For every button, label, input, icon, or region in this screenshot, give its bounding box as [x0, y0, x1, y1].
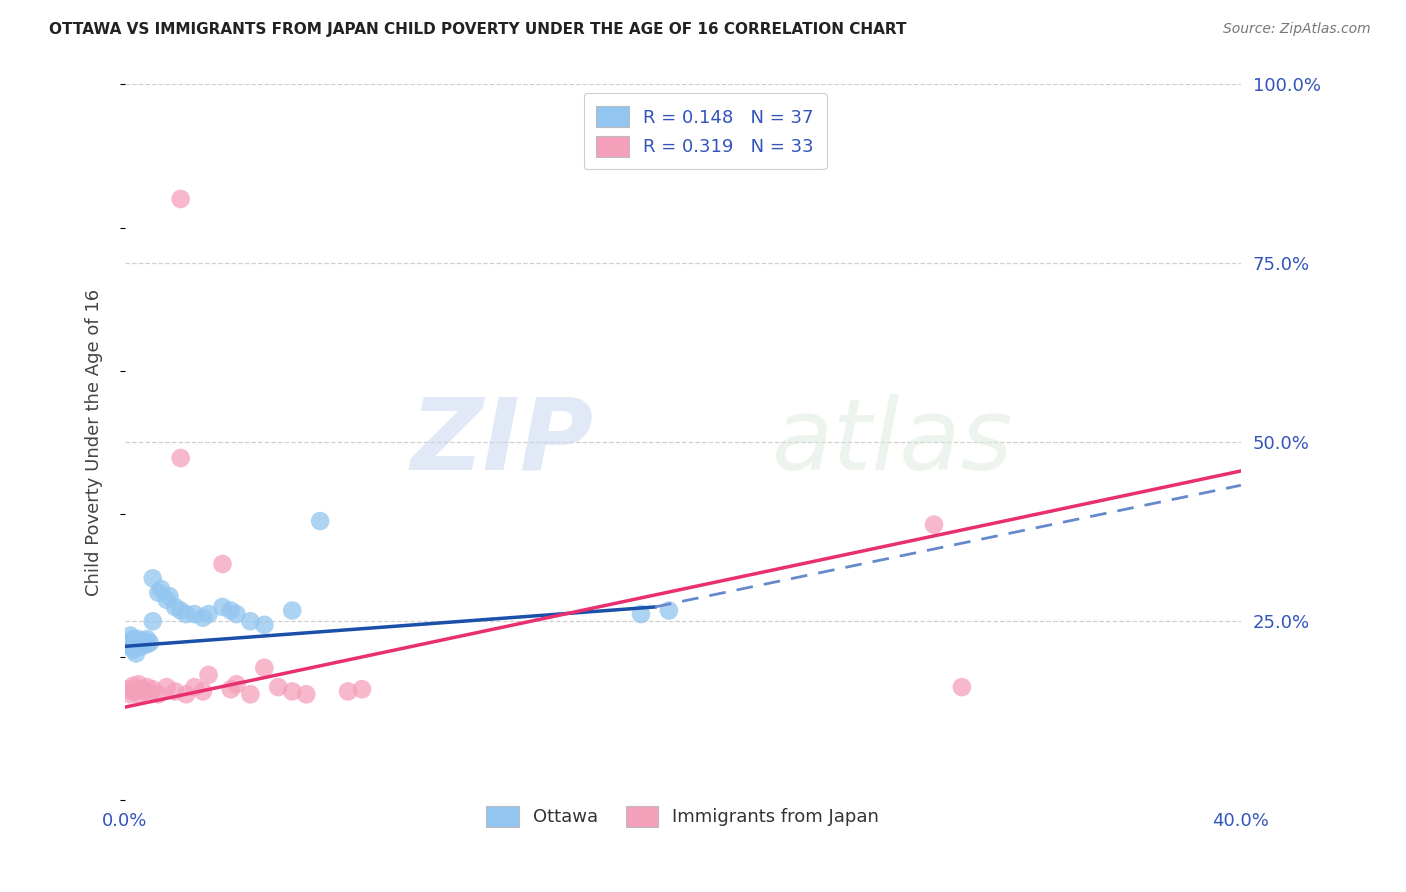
Point: [169, 192, 191, 206]
Point: [122, 679, 145, 693]
Point: [139, 686, 162, 700]
Point: [156, 592, 179, 607]
Point: [134, 684, 156, 698]
Point: [134, 637, 156, 651]
Point: [191, 684, 214, 698]
Point: [174, 687, 197, 701]
Point: [211, 599, 233, 614]
Point: [120, 640, 142, 654]
Point: [630, 607, 652, 621]
Text: ZIP: ZIP: [411, 394, 593, 491]
Point: [125, 636, 148, 650]
Point: [165, 684, 187, 698]
Point: [128, 677, 150, 691]
Point: [139, 636, 162, 650]
Point: [128, 640, 150, 654]
Point: [136, 680, 159, 694]
Point: [156, 680, 179, 694]
Point: [950, 680, 973, 694]
Point: [117, 636, 139, 650]
Point: [211, 557, 233, 571]
Point: [136, 632, 159, 647]
Point: [191, 610, 214, 624]
Point: [169, 451, 191, 466]
Point: [281, 603, 304, 617]
Text: atlas: atlas: [772, 394, 1014, 491]
Legend: Ottawa, Immigrants from Japan: Ottawa, Immigrants from Japan: [479, 799, 887, 834]
Point: [295, 687, 318, 701]
Point: [225, 607, 247, 621]
Point: [219, 682, 242, 697]
Point: [122, 684, 145, 698]
Point: [253, 661, 276, 675]
Point: [148, 585, 170, 599]
Point: [125, 647, 148, 661]
Point: [142, 571, 165, 585]
Point: [131, 636, 153, 650]
Point: [131, 682, 153, 697]
Text: OTTAWA VS IMMIGRANTS FROM JAPAN CHILD POVERTY UNDER THE AGE OF 16 CORRELATION CH: OTTAWA VS IMMIGRANTS FROM JAPAN CHILD PO…: [49, 22, 907, 37]
Point: [267, 680, 290, 694]
Point: [142, 614, 165, 628]
Point: [253, 618, 276, 632]
Point: [219, 603, 242, 617]
Point: [142, 682, 165, 697]
Point: [148, 687, 170, 701]
Text: Source: ZipAtlas.com: Source: ZipAtlas.com: [1223, 22, 1371, 37]
Point: [131, 640, 153, 654]
Point: [120, 687, 142, 701]
Point: [122, 643, 145, 657]
Point: [281, 684, 304, 698]
Point: [350, 682, 373, 697]
Point: [136, 637, 159, 651]
Point: [125, 682, 148, 697]
Y-axis label: Child Poverty Under the Age of 16: Child Poverty Under the Age of 16: [86, 289, 103, 596]
Point: [183, 607, 205, 621]
Point: [225, 677, 247, 691]
Point: [309, 514, 332, 528]
Point: [239, 687, 262, 701]
Point: [174, 607, 197, 621]
Point: [197, 668, 219, 682]
Point: [150, 582, 173, 596]
Point: [337, 684, 360, 698]
Point: [122, 632, 145, 647]
Point: [120, 629, 142, 643]
Point: [165, 599, 187, 614]
Point: [183, 680, 205, 694]
Point: [159, 589, 181, 603]
Point: [197, 607, 219, 621]
Point: [922, 517, 945, 532]
Point: [128, 687, 150, 701]
Point: [128, 632, 150, 647]
Point: [239, 614, 262, 628]
Point: [658, 603, 681, 617]
Point: [117, 682, 139, 697]
Point: [169, 603, 191, 617]
Point: [134, 634, 156, 648]
